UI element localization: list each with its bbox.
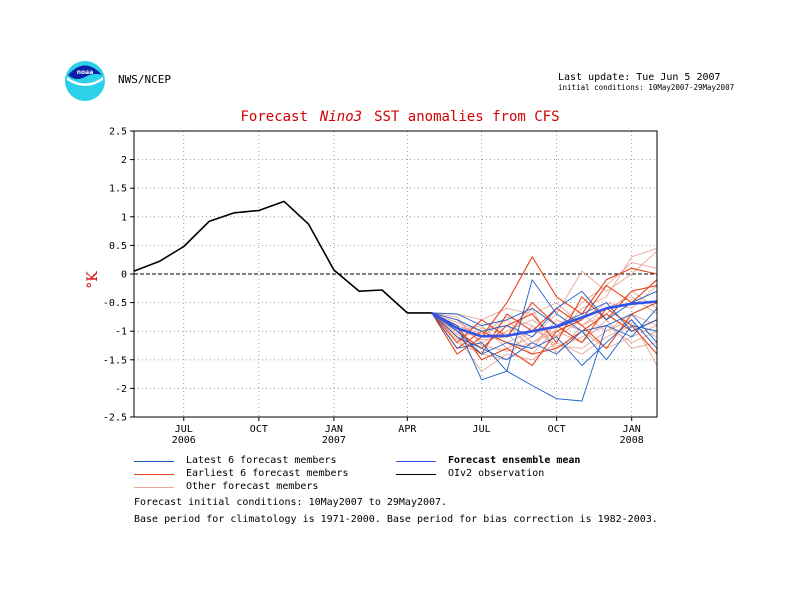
x-tick-year-label: 2006 [172,435,196,446]
y-tick-label: -0.5 [103,298,127,309]
latest-member-line [431,290,658,338]
x-tick-year-label: 2008 [620,435,644,446]
y-tick-label: 1.5 [109,184,127,195]
other-member-line [431,250,658,349]
note-initial-conditions: Forecast initial conditions: 10May2007 t… [134,497,448,508]
org-name: NWS/NCEP [118,73,171,86]
latest-member-line [431,279,658,372]
x-tick-label: JUL [473,424,491,435]
y-tick-label: -2.5 [103,413,127,424]
legend-swatch-other [134,487,174,488]
y-tick-label: 0 [121,270,127,281]
y-axis-ticks: 2.5 2 1.5 1 0.5 0 -0.5 -1 -1.5 -2 -2.5 [103,127,134,424]
latest-members-lines [431,279,658,402]
y-tick-label: 1 [121,212,127,223]
legend-label-observation: OIv2 observation [448,468,545,479]
ensemble-mean-line [431,300,658,338]
latest-member-line [431,312,658,402]
x-tick-label: OCT [548,424,566,435]
y-tick-label: 2.5 [109,127,127,138]
y-tick-label: -2 [115,384,127,395]
y-tick-label: -1 [115,327,127,338]
last-update-text: Last update: Tue Jun 5 2007 [558,72,721,83]
observation-line-group [133,200,432,314]
y-tick-label: -1.5 [103,355,127,366]
grid [134,131,657,417]
note-base-period: Base period for climatology is 1971-2000… [134,514,658,525]
latest-member-line [431,308,658,361]
latest-member-line [431,302,658,332]
observation-line [133,200,432,314]
legend-swatch-latest [134,461,174,462]
y-axis-label: °K [85,271,101,289]
legend-label-earliest: Earliest 6 forecast members [186,468,349,479]
legend-label-latest: Latest 6 forecast members [186,455,337,466]
noaa-logo-graphic: noaa [65,61,105,101]
legend-swatch-earliest [134,474,174,475]
x-tick-label: JUL [175,424,193,435]
legend-label-mean: Forecast ensemble mean [448,455,581,466]
legend-swatch-mean [396,461,436,462]
initial-conditions-text: initial conditions: 10May2007-29May2007 [558,83,735,92]
y-tick-label: 0.5 [109,241,127,252]
title-suffix: SST anomalies from CFS [374,109,559,125]
other-members-lines [431,247,658,372]
x-tick-label: JAN [623,424,641,435]
y-tick-label: 2 [121,155,127,166]
plot-frame [133,130,658,418]
x-tick-label: APR [398,424,417,435]
x-tick-label: JAN [325,424,343,435]
title-region: Nino3 [319,109,362,125]
x-tick-year-label: 2007 [322,435,346,446]
legend-label-other: Other forecast members [186,481,319,492]
chart-title: Forecast Nino3 SST anomalies from CFS [240,109,559,125]
earliest-member-line [431,312,658,355]
noaa-logo: noaa [64,60,106,102]
ensemble-mean-line-group [431,300,658,338]
legend-swatch-observation [396,474,436,475]
title-prefix: Forecast [240,109,307,125]
logo-text: noaa [77,69,94,76]
x-tick-label: OCT [250,424,268,435]
legend: Latest 6 forecast members Forecast ensem… [134,455,694,495]
